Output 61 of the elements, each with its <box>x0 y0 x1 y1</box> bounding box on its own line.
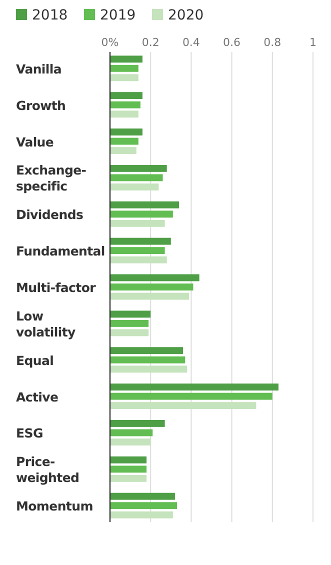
bar <box>110 474 147 482</box>
y-tick-label: Fundamental <box>16 244 105 259</box>
bar <box>110 511 173 518</box>
bar <box>110 420 165 427</box>
bar <box>110 347 184 354</box>
y-tick-label: Exchange-specific <box>16 162 86 194</box>
bar <box>110 392 272 400</box>
y-tick-label: Equal <box>16 352 54 368</box>
bar <box>110 101 140 108</box>
bar <box>110 92 142 100</box>
y-tick-label: Momentum <box>16 498 94 514</box>
bar <box>110 356 186 364</box>
x-tick-label: 0.4 <box>182 36 200 49</box>
y-tick-label: Growth <box>16 98 66 113</box>
y-tick-label: ESG <box>16 426 43 441</box>
bar <box>110 183 159 190</box>
bar <box>110 174 163 182</box>
bar <box>110 220 165 227</box>
x-tick-label: 0.8 <box>264 36 282 49</box>
bar <box>110 147 136 154</box>
bar <box>110 320 149 327</box>
bar <box>110 238 171 245</box>
bar <box>110 438 151 446</box>
x-tick-label: 0% <box>101 36 119 49</box>
x-tick-label: 1 <box>310 36 316 49</box>
y-tick-label: Multi-factor <box>16 280 97 295</box>
legend-label: 2018 <box>32 8 68 24</box>
bar <box>110 164 167 172</box>
bar <box>110 456 147 464</box>
legend-label: 2019 <box>100 8 136 24</box>
bar <box>110 492 175 500</box>
bar <box>110 292 190 300</box>
y-tick-label: Active <box>16 389 58 404</box>
y-tick-label: Vanilla <box>16 61 62 76</box>
y-tick-label: Dividends <box>16 207 84 222</box>
bar <box>110 366 188 373</box>
bar <box>110 247 165 254</box>
bar <box>110 502 177 510</box>
bar <box>110 110 138 118</box>
bar <box>110 429 153 436</box>
y-tick-label: Low volatility <box>16 308 76 340</box>
x-tick-label: 0.6 <box>223 36 241 49</box>
bar <box>110 284 194 290</box>
x-tick-label: 0.2 <box>142 36 160 49</box>
bar <box>110 74 138 82</box>
y-tick-label: Price-weighted <box>16 454 80 486</box>
legend-label: 2020 <box>168 8 204 24</box>
bar <box>110 466 147 473</box>
y-tick-label: Value <box>16 134 54 150</box>
bar <box>110 329 149 336</box>
bar <box>110 138 138 145</box>
bar <box>110 210 173 218</box>
bar <box>110 64 138 72</box>
bar <box>110 310 151 318</box>
bar <box>110 402 256 410</box>
bar <box>110 256 167 264</box>
bar <box>110 128 142 136</box>
bar <box>110 274 200 282</box>
bar <box>110 384 278 391</box>
bar <box>110 56 142 63</box>
bar <box>110 201 180 208</box>
